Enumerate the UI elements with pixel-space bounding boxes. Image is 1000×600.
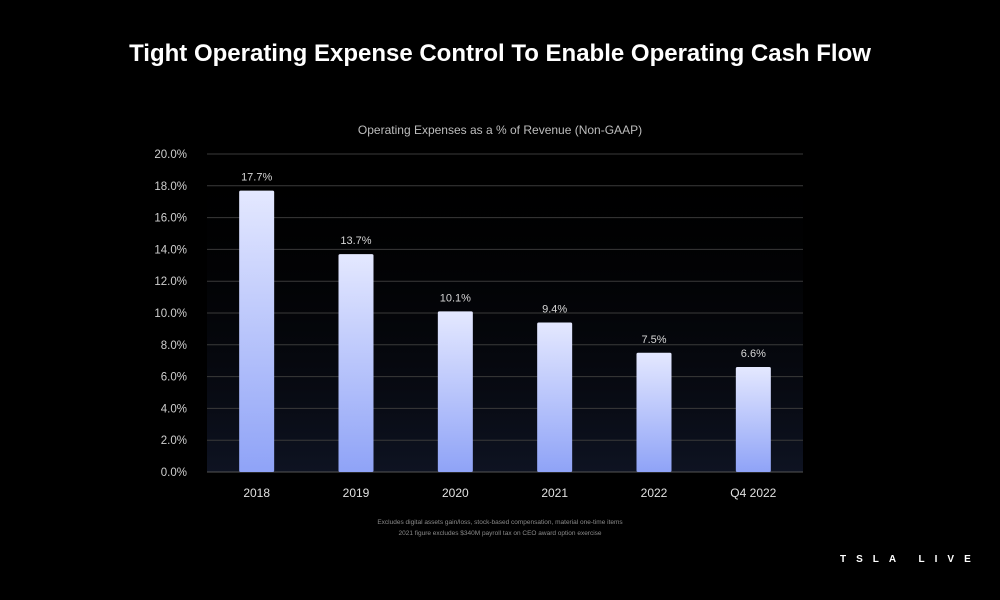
- bar: [735, 367, 771, 472]
- y-tick-label: 8.0%: [161, 340, 187, 352]
- footnote-2021: 2021 figure excludes $340M payroll tax o…: [398, 530, 602, 537]
- footnote-exclusions: Excludes digital assets gain/loss, stock…: [377, 519, 623, 526]
- bar-value-label: 10.1%: [440, 292, 471, 304]
- y-tick-label: 16.0%: [154, 213, 187, 225]
- y-tick-label: 0.0%: [161, 467, 187, 479]
- bar-value-label: 6.6%: [741, 348, 766, 360]
- slide-title: Tight Operating Expense Control To Enabl…: [129, 40, 871, 67]
- chart-title: Operating Expenses as a % of Revenue (No…: [357, 123, 643, 137]
- bar: [437, 311, 473, 472]
- brand-watermark: TSLA LIVE: [840, 554, 981, 565]
- y-tick-label: 14.0%: [154, 244, 187, 256]
- bar-value-label: 7.5%: [641, 334, 666, 346]
- bar: [338, 254, 374, 472]
- y-tick-label: 4.0%: [161, 403, 187, 415]
- x-category-label: 2018: [243, 486, 270, 500]
- bar-value-label: 17.7%: [241, 172, 272, 184]
- x-category-label: 2022: [641, 486, 668, 500]
- bar-value-label: 9.4%: [542, 304, 567, 316]
- y-tick-label: 6.0%: [161, 372, 187, 384]
- y-tick-label: 18.0%: [154, 181, 187, 193]
- x-category-label: 2020: [442, 486, 469, 500]
- x-axis: 2018 2019 2020 2021 2022 Q4 2022: [243, 486, 776, 500]
- y-tick-label: 12.0%: [154, 276, 187, 288]
- y-tick-label: 20.0%: [154, 149, 187, 161]
- y-tick-label: 10.0%: [154, 308, 187, 320]
- bar: [636, 352, 672, 472]
- x-category-label: 2021: [541, 486, 568, 500]
- y-tick-label: 2.0%: [161, 435, 187, 447]
- y-axis: 0.0% 2.0% 4.0% 6.0% 8.0% 10.0% 12.0% 14.0% 16.0%…: [154, 149, 187, 479]
- bars: [239, 190, 771, 472]
- bar: [537, 322, 573, 472]
- gridlines: [207, 153, 803, 473]
- x-category-label: 2019: [343, 486, 370, 500]
- x-category-label: Q4 2022: [730, 486, 776, 500]
- bar: [239, 190, 275, 472]
- data-labels: 17.7% 13.7% 10.1% 9.4% 7.5% 6.6%: [241, 172, 766, 360]
- bar-value-label: 13.7%: [340, 235, 371, 247]
